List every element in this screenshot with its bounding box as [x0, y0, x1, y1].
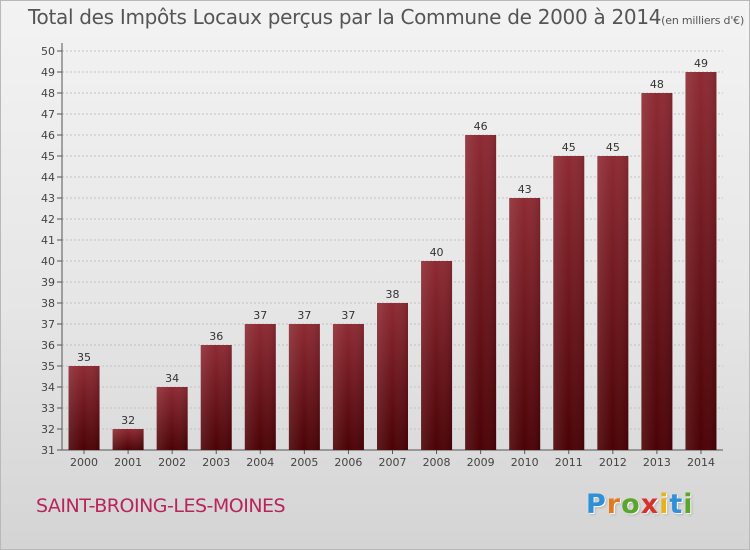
x-tick-label: 2005	[290, 456, 318, 469]
x-tick-label: 2002	[158, 456, 186, 469]
bar-shading	[465, 135, 497, 450]
y-tick-label: 40	[41, 255, 55, 268]
data-label: 49	[694, 57, 708, 70]
logo-letter: i	[659, 489, 670, 520]
x-tick-label: 2009	[467, 456, 495, 469]
data-label: 37	[297, 309, 311, 322]
y-tick-label: 44	[41, 171, 55, 184]
y-tick-label: 47	[41, 108, 55, 121]
y-tick-label: 49	[41, 66, 55, 79]
logo-letter: o	[621, 489, 641, 520]
x-tick-label: 2004	[246, 456, 274, 469]
y-tick-label: 46	[41, 129, 55, 142]
y-tick-label: 35	[41, 360, 55, 373]
y-tick-label: 48	[41, 87, 55, 100]
x-tick-label: 2000	[70, 456, 98, 469]
y-tick-label: 34	[41, 381, 55, 394]
y-tick-labels: 31 32 33 34 35 36 37 38 39 40 41 42 43 44 45 46 47 48 49 50	[41, 45, 55, 457]
bar-shading	[641, 93, 673, 450]
logo-letter: t	[669, 489, 684, 520]
data-label: 32	[121, 414, 135, 427]
grid-lines	[57, 50, 723, 451]
bar-shading	[509, 198, 541, 450]
bar-shading	[244, 324, 276, 450]
logo-letter: i	[683, 489, 694, 520]
bar-shading	[156, 387, 188, 450]
bars	[68, 72, 717, 450]
bar-shading	[332, 324, 364, 450]
proxiti-logo: Proxiti	[586, 489, 694, 520]
bar-shading	[68, 366, 100, 450]
bar-shading	[288, 324, 320, 450]
bar-shading	[200, 345, 232, 450]
y-tick-label: 36	[41, 339, 55, 352]
data-label: 46	[474, 120, 488, 133]
y-tick-label: 41	[41, 234, 55, 247]
data-label: 37	[341, 309, 355, 322]
data-label: 34	[165, 372, 179, 385]
data-label: 45	[562, 141, 576, 154]
data-label: 48	[650, 78, 664, 91]
data-label: 40	[430, 246, 444, 259]
y-tick-label: 43	[41, 192, 55, 205]
chart-title-row: Total des Impôts Locaux perçus par la Co…	[28, 5, 744, 29]
bar-shading	[112, 429, 144, 450]
bar-shading	[553, 156, 585, 450]
y-tick-label: 45	[41, 150, 55, 163]
bar-shading	[421, 261, 453, 450]
bar-shading	[685, 72, 717, 450]
data-label: 38	[386, 288, 400, 301]
y-tick-label: 32	[41, 423, 55, 436]
x-tick-label: 2008	[423, 456, 451, 469]
commune-name: SAINT-BROING-LES-MOINES	[36, 495, 286, 517]
x-tick-label: 2006	[334, 456, 362, 469]
x-tick-label: 2013	[643, 456, 671, 469]
bar-shading	[597, 156, 629, 450]
x-tick-label: 2012	[599, 456, 627, 469]
y-tick-label: 39	[41, 276, 55, 289]
data-label: 36	[209, 330, 223, 343]
y-tick-label: 31	[41, 444, 55, 457]
data-label: 45	[606, 141, 620, 154]
x-tick-label: 2014	[687, 456, 715, 469]
data-label: 37	[253, 309, 267, 322]
data-label: 43	[518, 183, 532, 196]
x-tick-label: 2010	[511, 456, 539, 469]
y-tick-label: 50	[41, 45, 55, 58]
y-tick-label: 33	[41, 402, 55, 415]
data-labels: 35 32 34 36 37 37 37 38 40 46 43 45 45 48 49	[77, 57, 708, 427]
chart-unit-note: (en milliers d'€)	[661, 14, 745, 27]
data-label: 35	[77, 351, 91, 364]
logo-letter: x	[640, 489, 660, 520]
y-tick-label: 38	[41, 297, 55, 310]
x-tick-label: 2001	[114, 456, 142, 469]
y-tick-label: 37	[41, 318, 55, 331]
logo-letter: P	[586, 489, 607, 520]
x-tick-labels: 2000 2001 2002 2003 2004 2005 2006 2007 2008 2009…	[70, 450, 715, 469]
x-tick-label: 2007	[379, 456, 407, 469]
bar-shading	[377, 303, 408, 450]
chart-title: Total des Impôts Locaux perçus par la Co…	[28, 5, 662, 29]
x-tick-label: 2003	[202, 456, 230, 469]
logo-letter: r	[606, 489, 622, 520]
x-tick-label: 2011	[555, 456, 583, 469]
y-tick-label: 42	[41, 213, 55, 226]
